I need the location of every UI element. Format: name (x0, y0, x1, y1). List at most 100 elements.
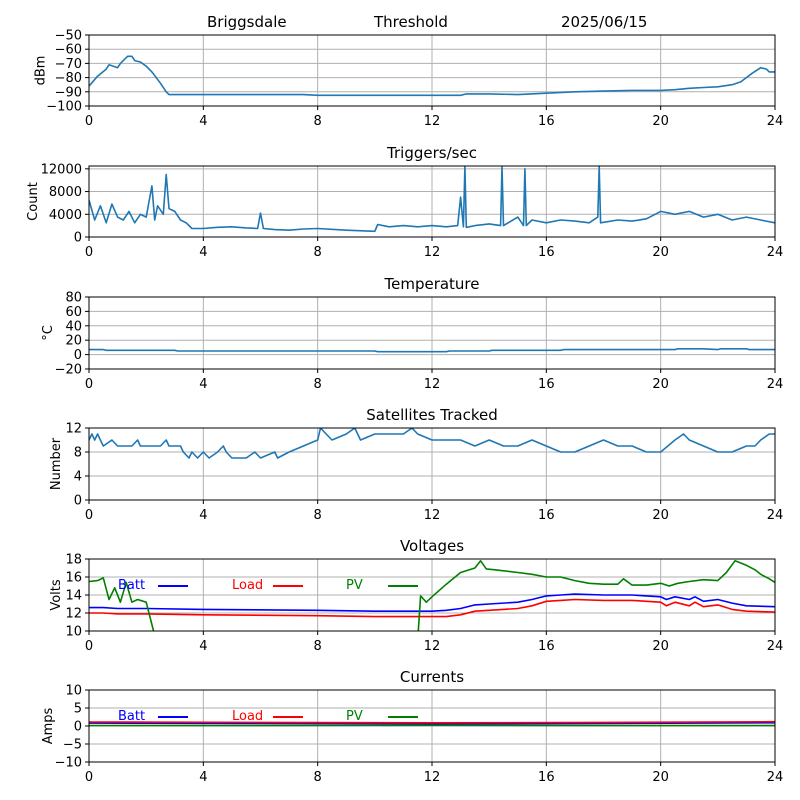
chart-panel-satellites: 0 4 8 12 16 20 24 0 4 8 12 Satellites Tracked Number (49, 406, 783, 523)
y-tick-label: 8 (74, 446, 82, 461)
y-tick-label: 16 (65, 571, 82, 586)
x-tick-label: 0 (85, 245, 93, 260)
y-axis-label: Number (49, 437, 64, 490)
x-tick-label: 4 (199, 377, 207, 392)
chart-panel-voltages: 0 4 8 12 16 20 24 10 12 14 16 18 Voltages Volts Batt Lo… (49, 537, 783, 654)
x-tick-label: 4 (199, 245, 207, 260)
series-line-pv (89, 559, 775, 631)
x-tick-label: 24 (767, 770, 784, 785)
y-tick-label: 80 (65, 291, 82, 306)
y-tick-label: −10 (55, 756, 82, 771)
y-tick-label: 12000 (41, 162, 82, 177)
series-line-triggers (89, 166, 775, 233)
chart-title: Temperature (383, 275, 479, 293)
y-tick-label: 8000 (49, 185, 82, 200)
legend-label-load: Load (232, 709, 263, 724)
x-tick-label: 12 (424, 508, 441, 523)
x-tick-label: 16 (538, 508, 555, 523)
y-tick-label: 4 (74, 470, 82, 485)
y-tick-label: 5 (74, 702, 82, 717)
x-tick-label: 20 (652, 508, 669, 523)
legend-label-pv: PV (346, 578, 363, 593)
x-tick-label: 0 (85, 639, 93, 654)
y-tick-label: −80 (55, 71, 82, 86)
x-tick-label: 16 (538, 770, 555, 785)
x-tick-label: 24 (767, 114, 784, 129)
x-tick-label: 8 (314, 377, 322, 392)
y-axis-label: Count (26, 182, 41, 221)
series-line-load (89, 720, 775, 724)
y-tick-label: 4000 (49, 208, 82, 223)
x-tick-label: 8 (314, 639, 322, 654)
y-tick-label: 12 (65, 422, 82, 437)
x-tick-label: 20 (652, 639, 669, 654)
mode-label: Threshold (373, 13, 448, 31)
legend-label-load: Load (232, 578, 263, 593)
legend-label-batt: Batt (118, 578, 145, 593)
chart-title: Triggers/sec (386, 144, 477, 162)
y-tick-label: 20 (65, 334, 82, 349)
x-tick-label: 12 (424, 770, 441, 785)
series-line-batt (89, 593, 775, 613)
x-tick-label: 0 (85, 377, 93, 392)
x-tick-label: 24 (767, 508, 784, 523)
x-tick-label: 4 (199, 508, 207, 523)
y-axis-label: Amps (41, 707, 56, 744)
y-tick-label: 40 (65, 319, 82, 334)
y-tick-label: 12 (65, 607, 82, 622)
y-axis-label: Volts (49, 579, 64, 611)
series-line-load (89, 598, 775, 618)
y-tick-label: 0 (74, 231, 82, 246)
x-tick-label: 16 (538, 639, 555, 654)
y-tick-label: −100 (46, 100, 82, 115)
x-tick-label: 0 (85, 770, 93, 785)
x-tick-label: 16 (538, 114, 555, 129)
x-tick-label: 0 (85, 114, 93, 129)
y-tick-label: −20 (55, 363, 82, 378)
x-tick-label: 24 (767, 245, 784, 260)
x-tick-label: 16 (538, 377, 555, 392)
x-tick-label: 8 (314, 245, 322, 260)
y-tick-label: 0 (74, 720, 82, 735)
x-tick-label: 20 (652, 770, 669, 785)
y-tick-label: −5 (63, 738, 82, 753)
series-line-satellites (89, 428, 775, 459)
x-tick-label: 24 (767, 639, 784, 654)
x-tick-label: 8 (314, 770, 322, 785)
x-tick-label: 12 (424, 245, 441, 260)
y-tick-label: 10 (65, 684, 82, 699)
date-label: 2025/06/15 (561, 13, 647, 31)
legend-label-pv: PV (346, 709, 363, 724)
station-name: Briggsdale (207, 13, 287, 31)
chart-title: Voltages (400, 537, 464, 555)
y-tick-label: 14 (65, 589, 82, 604)
chart-panel-triggers: 0 4 8 12 16 20 24 0 4000 8000 12000 Triggers/sec Cou… (26, 144, 783, 260)
x-tick-label: 4 (199, 114, 207, 129)
y-tick-label: 60 (65, 305, 82, 320)
chart-title: Satellites Tracked (366, 406, 497, 424)
chart-panel-signal: 0 4 8 12 16 20 24 −100−90−80−70−60−50 dBm (34, 29, 784, 130)
x-tick-label: 8 (314, 114, 322, 129)
x-tick-label: 20 (652, 377, 669, 392)
series-line-signal (89, 55, 775, 97)
y-axis-label: °C (41, 325, 56, 341)
y-tick-label: 18 (65, 553, 82, 568)
y-tick-label: 0 (74, 348, 82, 363)
y-axis-label: dBm (34, 56, 49, 86)
legend-label-batt: Batt (118, 709, 145, 724)
series-line-temperature (89, 347, 775, 353)
y-tick-label: −70 (55, 57, 82, 72)
x-tick-label: 8 (314, 508, 322, 523)
x-tick-label: 12 (424, 639, 441, 654)
y-tick-label: −90 (55, 85, 82, 100)
chart-title: Currents (400, 668, 464, 686)
x-tick-label: 4 (199, 639, 207, 654)
x-tick-label: 12 (424, 114, 441, 129)
x-tick-label: 24 (767, 377, 784, 392)
y-tick-label: 0 (74, 494, 82, 509)
x-tick-label: 16 (538, 245, 555, 260)
